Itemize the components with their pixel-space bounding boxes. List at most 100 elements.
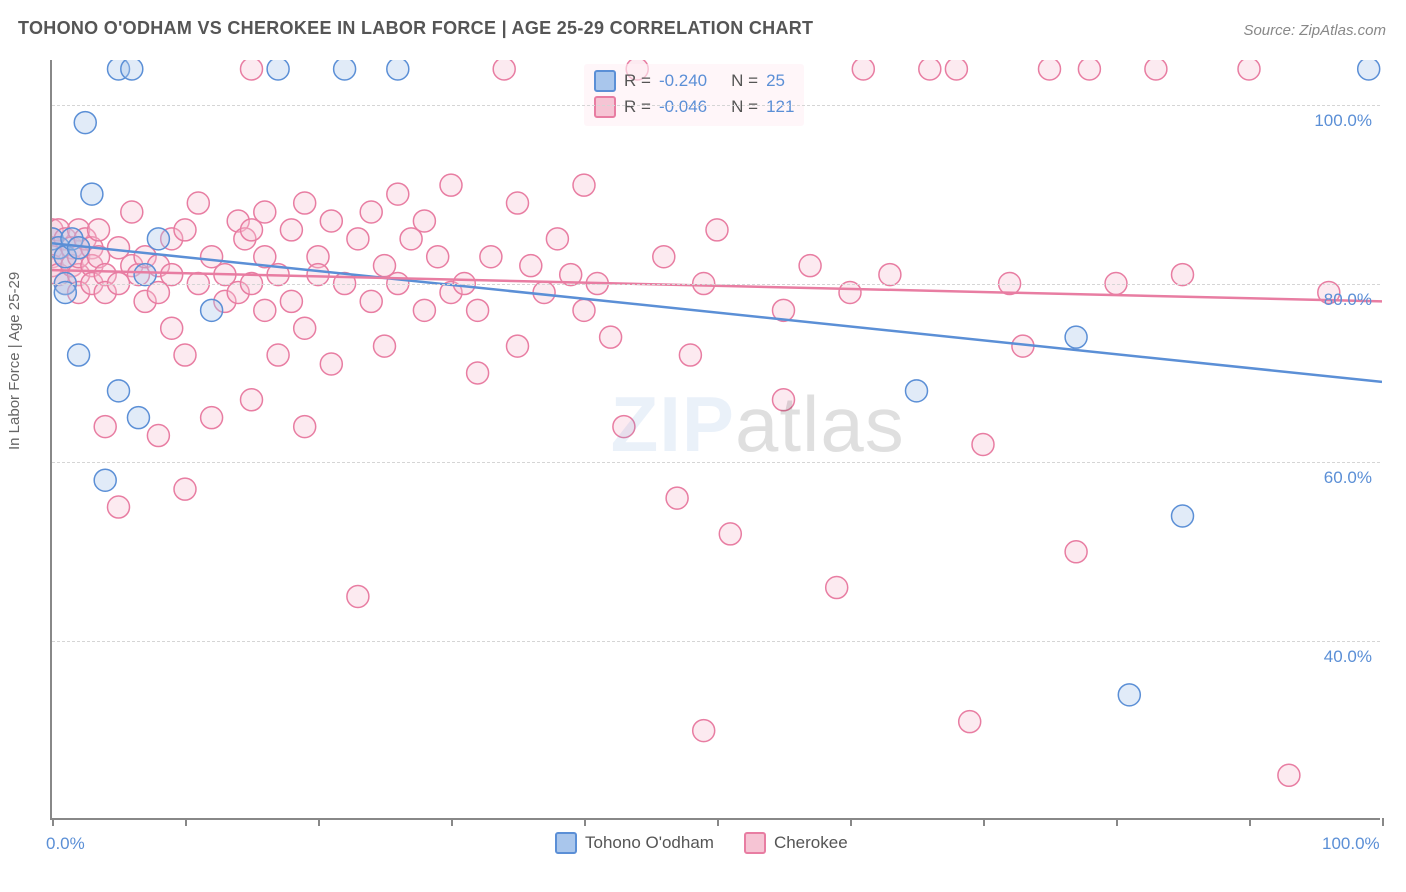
correlation-legend-row: R =-0.240N =25 [594,68,794,94]
scatter-point [507,192,529,214]
scatter-point [161,317,183,339]
scatter-point [1145,60,1167,80]
scatter-point [719,523,741,545]
legend-r-label: R = [624,97,651,117]
y-tick-label: 100.0% [1302,111,1372,131]
scatter-point [1358,60,1380,80]
x-tick [983,818,985,826]
scatter-point [413,210,435,232]
scatter-point [294,192,316,214]
scatter-point [799,255,821,277]
scatter-point [201,407,223,429]
x-tick [1249,818,1251,826]
scatter-point [161,264,183,286]
scatter-point [467,362,489,384]
correlation-legend-row: R =-0.046N =121 [594,94,794,120]
scatter-point [839,281,861,303]
scatter-point [919,60,941,80]
x-tick-label: 0.0% [46,834,85,854]
scatter-point [127,407,149,429]
scatter-point [387,60,409,80]
legend-n-value: 121 [766,97,794,117]
scatter-point [254,201,276,223]
scatter-point [94,416,116,438]
scatter-point [147,425,169,447]
scatter-point [360,290,382,312]
scatter-point [280,290,302,312]
scatter-point [241,60,263,80]
scatter-point [613,416,635,438]
x-tick [717,818,719,826]
scatter-point [1078,60,1100,80]
scatter-point [174,344,196,366]
x-tick [185,818,187,826]
scatter-point [108,496,130,518]
scatter-point [945,60,967,80]
correlation-legend: R =-0.240N =25R =-0.046N =121 [584,64,804,126]
legend-series-name: Cherokee [774,833,848,853]
scatter-point [187,192,209,214]
plot-area: ZIPatlas R =-0.240N =25R =-0.046N =121 [50,60,1380,820]
scatter-point [374,335,396,357]
gridline-h [52,462,1380,463]
scatter-point [294,416,316,438]
scatter-point [1039,60,1061,80]
scatter-point [347,585,369,607]
gridline-h [52,105,1380,106]
scatter-point [307,264,329,286]
gridline-h [52,641,1380,642]
scatter-point [600,326,622,348]
scatter-point [959,711,981,733]
scatter-point [706,219,728,241]
legend-r-label: R = [624,71,651,91]
scatter-point [174,478,196,500]
scatter-point [666,487,688,509]
scatter-point [1172,264,1194,286]
scatter-point [826,577,848,599]
legend-item: Tohono O'odham [555,832,714,854]
legend-swatch [555,832,577,854]
y-axis-label: In Labor Force | Age 25-29 [6,272,23,450]
scatter-point [906,380,928,402]
y-tick-label: 80.0% [1302,290,1372,310]
legend-series-name: Tohono O'odham [585,833,714,853]
x-tick [1116,818,1118,826]
source-attribution: Source: ZipAtlas.com [1243,22,1386,39]
x-tick [584,818,586,826]
scatter-point [81,183,103,205]
chart-title: TOHONO O'ODHAM VS CHEROKEE IN LABOR FORC… [18,18,813,39]
scatter-point [972,433,994,455]
scatter-point [679,344,701,366]
scatter-point [94,469,116,491]
scatter-svg [52,60,1382,820]
legend-item: Cherokee [744,832,848,854]
scatter-point [68,344,90,366]
y-tick-label: 40.0% [1302,647,1372,667]
x-tick [318,818,320,826]
scatter-point [241,389,263,411]
scatter-point [387,183,409,205]
scatter-point [334,60,356,80]
legend-n-label: N = [731,97,758,117]
scatter-point [480,246,502,268]
scatter-point [773,389,795,411]
scatter-point [413,299,435,321]
legend-n-label: N = [731,71,758,91]
scatter-point [267,344,289,366]
scatter-point [267,60,289,80]
scatter-point [280,219,302,241]
scatter-point [121,60,143,80]
scatter-point [879,264,901,286]
scatter-point [54,281,76,303]
scatter-point [88,219,110,241]
scatter-point [360,201,382,223]
scatter-point [254,299,276,321]
scatter-point [1172,505,1194,527]
y-tick-label: 60.0% [1302,468,1372,488]
scatter-point [1118,684,1140,706]
x-tick [451,818,453,826]
x-tick [52,818,54,826]
legend-swatch [594,96,616,118]
x-tick [1382,818,1384,826]
scatter-point [320,353,342,375]
